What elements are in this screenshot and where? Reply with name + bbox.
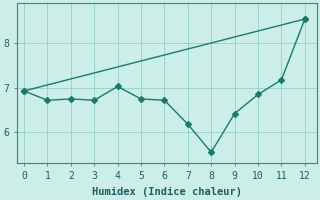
X-axis label: Humidex (Indice chaleur): Humidex (Indice chaleur) (92, 186, 242, 197)
